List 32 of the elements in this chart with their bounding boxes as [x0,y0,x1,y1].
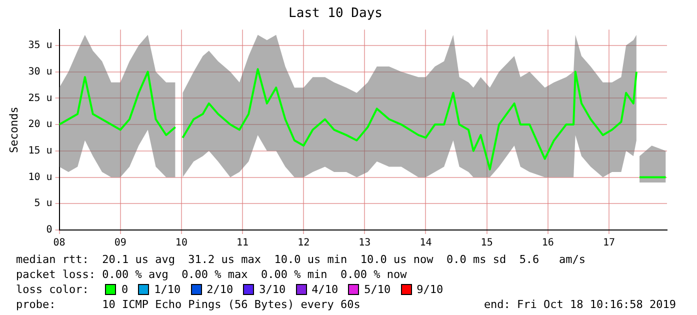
x-tick-label: 16 [542,238,554,249]
text: 1/10 [154,282,181,297]
x-tick-label: 13 [358,238,371,249]
y-axis-title: Seconds [7,106,20,153]
y-tick-label: 25 u [28,92,52,104]
text: packet loss: 0.00 % avg 0.00 % max 0.00 % min 0.00 % now [16,267,407,282]
y-tick-label: 5 u [34,198,52,210]
x-tick-label: 10 [175,238,188,249]
x-tick-label: 11 [236,238,249,249]
x-tick-label: 08 [53,238,66,249]
text: 5/10 [364,282,391,297]
text: 2/10 [206,282,234,297]
text: median rtt: 20.1 us avg 31.2 us max 10.0 us min 10.0 us now 0.0 ms sd 5.6 am/s [16,252,586,267]
y-tick-label: 30 u [28,66,52,78]
text: 4/10 [312,282,338,297]
text: loss color: [16,282,90,297]
text: 9/10 [416,282,444,297]
text: end: Fri Oct 18 10:16:58 2019 [484,297,676,312]
x-tick-label: 12 [298,238,310,249]
text: 3/10 [259,282,286,297]
y-tick-label: 10 u [28,172,52,183]
y-tick-label: 15 u [28,145,52,156]
text: probe: 10 ICMP Echo Pings (56 Bytes) every 60s [16,297,360,312]
text: 0 [121,282,128,297]
chart-title: Last 10 Days [288,6,382,22]
x-tick-label: 15 [480,238,493,249]
x-tick-label: 09 [114,238,126,249]
x-tick-label: 14 [420,238,432,249]
y-tick-label: 0 [46,224,52,236]
y-tick-label: 35 u [28,40,52,52]
x-tick-label: 17 [602,238,615,249]
y-tick-label: 20 u [28,119,52,130]
